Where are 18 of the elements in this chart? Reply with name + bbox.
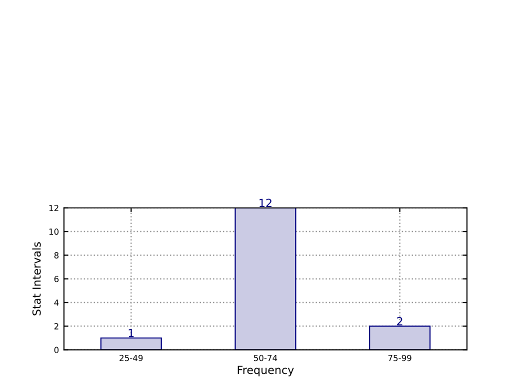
bar bbox=[369, 326, 431, 350]
y-tick-label: 4 bbox=[54, 300, 59, 306]
y-tick-label: 8 bbox=[54, 252, 59, 258]
x-axis-title: Frequency bbox=[238, 366, 294, 376]
data-label: 1 bbox=[128, 328, 134, 338]
y-tick-label: 2 bbox=[54, 323, 58, 330]
x-tick-label: 50-74 bbox=[254, 354, 278, 362]
x-tick-label: 75-99 bbox=[388, 354, 412, 362]
y-tick-label: 12 bbox=[49, 204, 58, 212]
data-label: 2 bbox=[397, 317, 402, 326]
y-tick-label: 6 bbox=[54, 276, 59, 282]
y-axis-title: Stat Intervals bbox=[32, 242, 41, 316]
x-tick-label: 25-49 bbox=[120, 354, 143, 362]
y-tick-label: 0 bbox=[54, 346, 59, 354]
data-label: 12 bbox=[260, 198, 272, 207]
bar bbox=[234, 208, 296, 350]
y-tick-label: 10 bbox=[49, 228, 59, 235]
bar bbox=[100, 337, 162, 350]
